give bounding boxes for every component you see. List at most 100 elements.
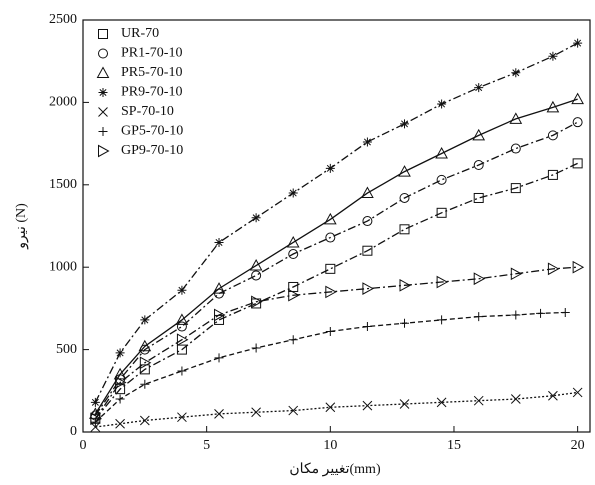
- data-point: [177, 412, 187, 423]
- data-point: [399, 278, 412, 292]
- fit-line: [95, 391, 578, 428]
- legend-label: UR-70: [121, 26, 159, 41]
- legend-marker: [98, 29, 108, 39]
- data-point: [436, 207, 447, 218]
- y-tick-label: 0: [70, 424, 77, 439]
- data-point: [473, 192, 484, 203]
- data-point: [399, 399, 410, 409]
- data-point: [214, 308, 226, 322]
- legend-marker: [96, 66, 110, 78]
- data-point: [251, 270, 262, 281]
- data-point: [510, 394, 521, 404]
- data-point: [473, 395, 484, 406]
- data-point: [139, 356, 152, 370]
- y-axis-label: نیرو (N): [14, 203, 29, 250]
- data-point: [474, 312, 484, 322]
- data-point: [323, 212, 337, 225]
- data-point: [288, 405, 299, 416]
- legend-marker: [98, 144, 110, 158]
- data-point: [362, 282, 374, 295]
- data-point: [325, 232, 336, 243]
- data-point: [510, 143, 521, 154]
- data-point: [536, 308, 546, 318]
- data-point: [436, 397, 447, 408]
- data-point: [115, 376, 127, 389]
- data-point: [511, 310, 521, 320]
- data-point: [90, 412, 102, 426]
- data-point: [113, 367, 127, 380]
- fit-line: [94, 121, 578, 416]
- data-point: [288, 288, 300, 302]
- data-point: [400, 119, 410, 129]
- data-point: [362, 400, 373, 411]
- y-tick-label: 2000: [49, 95, 77, 110]
- data-point: [139, 415, 150, 426]
- data-point: [176, 321, 187, 332]
- data-point: [473, 160, 484, 171]
- data-point: [251, 213, 261, 223]
- data-point: [140, 379, 150, 389]
- data-point: [362, 322, 372, 332]
- data-point: [572, 260, 585, 274]
- data-point: [212, 282, 226, 294]
- data-point: [560, 308, 570, 318]
- data-point: [214, 409, 224, 419]
- legend-label: GP9-70-10: [121, 143, 183, 158]
- data-point: [325, 163, 335, 173]
- data-point: [474, 83, 484, 93]
- data-point: [251, 407, 261, 418]
- y-tick-label: 500: [56, 342, 77, 357]
- legend-label: PR1-70-10: [121, 46, 182, 61]
- x-tick-label: 15: [447, 438, 461, 453]
- data-point: [177, 285, 187, 295]
- data-point: [436, 174, 447, 185]
- data-point: [288, 281, 299, 292]
- data-point: [509, 112, 523, 124]
- data-point: [175, 313, 189, 325]
- data-point: [546, 100, 560, 113]
- x-tick-label: 20: [571, 438, 585, 453]
- data-point: [288, 335, 298, 345]
- data-point: [547, 130, 558, 141]
- data-point: [325, 285, 337, 299]
- data-point: [90, 397, 100, 407]
- x-tick-label: 5: [203, 438, 210, 453]
- data-point: [362, 245, 373, 256]
- data-point: [511, 68, 521, 78]
- data-point: [572, 158, 583, 169]
- data-point: [115, 348, 125, 358]
- fit-line: [94, 98, 578, 415]
- data-point: [548, 390, 558, 401]
- data-point: [547, 169, 558, 180]
- plot-frame: [82, 19, 591, 433]
- data-point: [288, 188, 298, 198]
- data-point: [177, 366, 187, 376]
- data-point: [473, 272, 486, 286]
- data-point: [510, 267, 523, 281]
- data-point: [399, 192, 410, 203]
- data-point: [138, 339, 152, 352]
- data-point: [139, 364, 150, 375]
- legend-marker: [98, 88, 108, 97]
- fit-line: [94, 311, 566, 423]
- legend-label: GP5-70-10: [121, 124, 183, 139]
- data-point: [472, 128, 486, 141]
- fit-line: [94, 162, 578, 420]
- data-point: [435, 146, 448, 159]
- data-point: [571, 92, 584, 105]
- x-axis-label: تغییر مکان(mm): [289, 462, 381, 477]
- data-point: [251, 343, 261, 353]
- data-point: [437, 315, 447, 325]
- y-tick-label: 1500: [49, 177, 77, 192]
- data-point: [572, 387, 583, 398]
- data-point: [214, 237, 224, 247]
- data-point: [214, 353, 224, 363]
- data-point: [325, 402, 336, 413]
- data-point: [400, 318, 410, 328]
- data-point: [249, 259, 263, 271]
- data-point: [140, 315, 150, 325]
- x-tick-label: 10: [323, 438, 337, 453]
- legend-marker: [98, 107, 108, 117]
- data-point: [572, 117, 583, 128]
